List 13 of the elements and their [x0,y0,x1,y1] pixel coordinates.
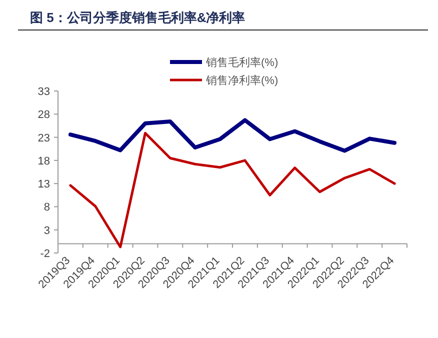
y-tick-label: 28 [38,109,50,122]
chart-title: 图 5：公司分季度销售毛利率&净利率 [30,10,246,25]
y-tick-label: 18 [38,155,50,168]
y-tick-label: 8 [44,202,50,214]
y-tick-label: 33 [38,86,50,98]
y-tick-label: 13 [38,178,50,191]
legend-label: 销售净利率(%) [205,74,278,87]
line-series [68,118,397,153]
y-tick-label: 23 [38,132,50,144]
legend-label: 销售毛利率(%) [205,56,278,69]
y-tick-label: 3 [44,224,50,237]
line-series [69,132,396,248]
y-tick-label: -2 [40,248,50,260]
